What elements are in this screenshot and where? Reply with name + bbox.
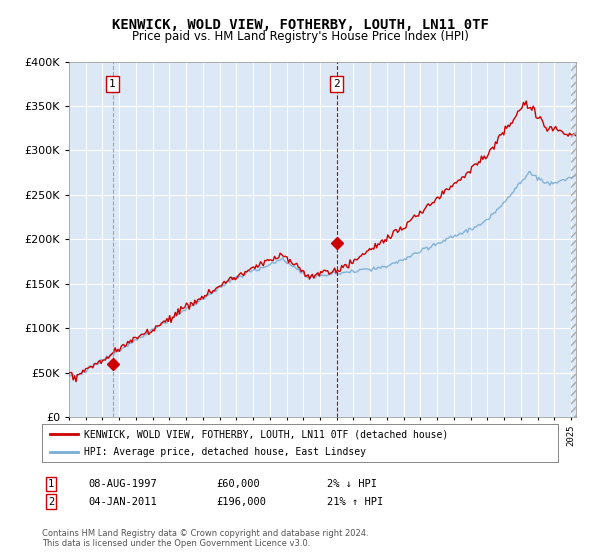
Text: 1: 1 (48, 479, 54, 489)
Text: 2% ↓ HPI: 2% ↓ HPI (327, 479, 377, 489)
Text: KENWICK, WOLD VIEW, FOTHERBY, LOUTH, LN11 0TF: KENWICK, WOLD VIEW, FOTHERBY, LOUTH, LN1… (112, 17, 488, 31)
Text: 2: 2 (48, 497, 54, 507)
Bar (571, 62, 576, 417)
Text: £60,000: £60,000 (216, 479, 260, 489)
Text: £196,000: £196,000 (216, 497, 266, 507)
Text: HPI: Average price, detached house, East Lindsey: HPI: Average price, detached house, East… (85, 447, 367, 457)
Text: 2: 2 (334, 79, 340, 89)
Text: 04-JAN-2011: 04-JAN-2011 (89, 497, 158, 507)
Text: 1: 1 (109, 79, 116, 89)
Text: Contains HM Land Registry data © Crown copyright and database right 2024.
This d: Contains HM Land Registry data © Crown c… (42, 529, 368, 548)
Text: Price paid vs. HM Land Registry's House Price Index (HPI): Price paid vs. HM Land Registry's House … (131, 30, 469, 44)
Text: 21% ↑ HPI: 21% ↑ HPI (327, 497, 383, 507)
Text: KENWICK, WOLD VIEW, FOTHERBY, LOUTH, LN11 0TF (detached house): KENWICK, WOLD VIEW, FOTHERBY, LOUTH, LN1… (85, 429, 449, 439)
Text: 08-AUG-1997: 08-AUG-1997 (89, 479, 158, 489)
Bar (571, 62, 576, 417)
